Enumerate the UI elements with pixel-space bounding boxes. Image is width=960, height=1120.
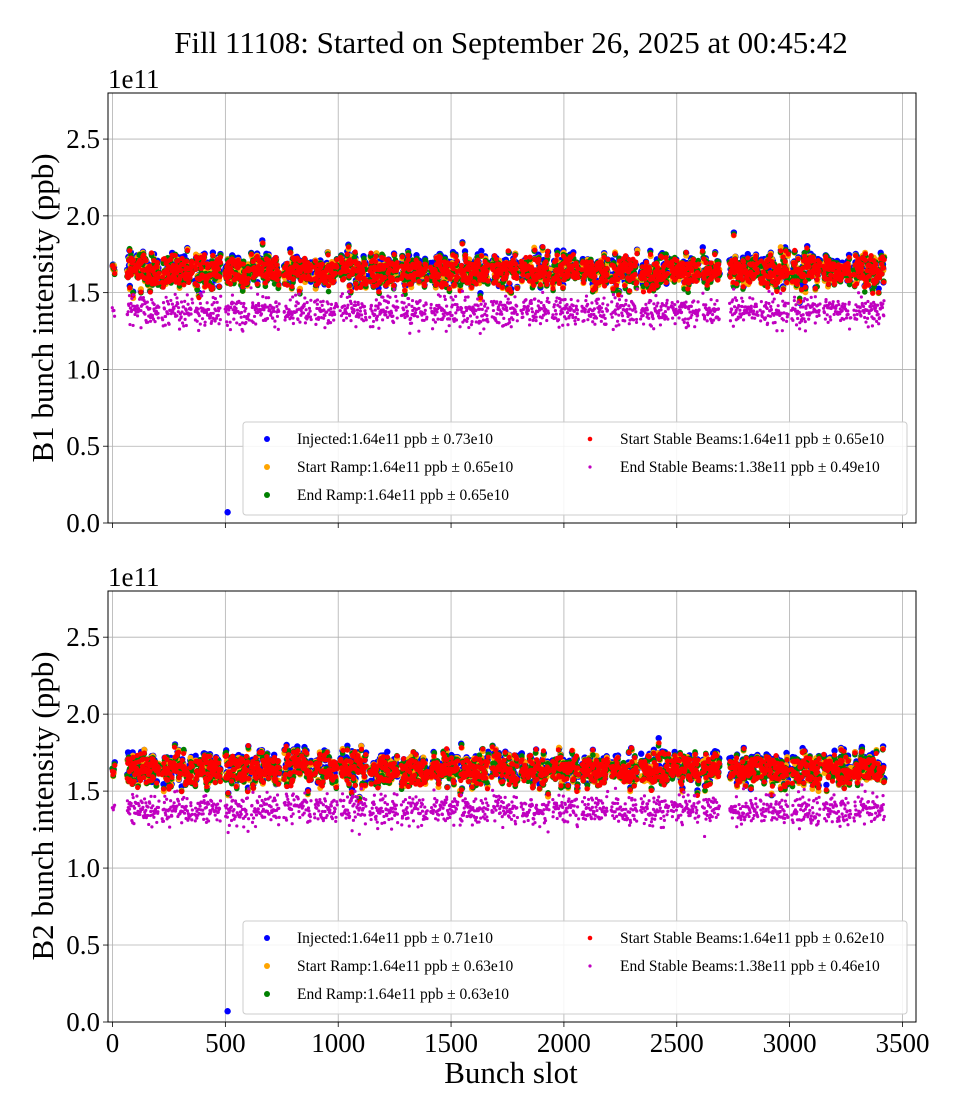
data-point <box>227 281 234 287</box>
data-point <box>254 281 260 287</box>
data-point <box>154 264 160 270</box>
data-point <box>147 263 153 269</box>
y-tick-label: 0.5 <box>66 431 100 461</box>
data-point <box>284 282 290 288</box>
data-point <box>184 258 190 264</box>
data-point <box>215 266 221 272</box>
data-point <box>155 274 161 281</box>
data-point <box>331 278 337 284</box>
data-point <box>154 259 160 265</box>
data-point <box>138 289 144 295</box>
data-point <box>111 265 117 271</box>
data-point-outlier <box>224 509 231 516</box>
data-point <box>274 277 280 283</box>
data-point <box>217 254 224 260</box>
data-point <box>217 259 223 265</box>
data-point <box>325 252 331 258</box>
data-point <box>194 282 200 288</box>
data-point <box>189 258 195 265</box>
data-point <box>193 266 199 272</box>
y-axis-label-b2: B2 bunch intensity (ppb) <box>25 651 60 960</box>
data-point <box>202 284 208 290</box>
scatter-points <box>109 229 888 516</box>
y-axis-label-b1: B1 bunch intensity (ppb) <box>25 153 60 462</box>
data-point <box>181 282 187 288</box>
data-point <box>274 262 280 268</box>
y-tick-label: 2.5 <box>66 124 100 154</box>
data-point <box>127 285 133 291</box>
data-point <box>260 240 266 246</box>
data-point <box>198 265 204 272</box>
y-tick-label: 1.0 <box>66 354 100 384</box>
data-point <box>143 258 149 264</box>
data-point <box>478 247 485 255</box>
data-point <box>186 279 192 285</box>
data-point <box>130 257 137 263</box>
data-point <box>217 274 223 280</box>
data-point <box>112 270 118 277</box>
chart-title: Fill 11108: Started on September 26, 202… <box>174 25 848 60</box>
data-point <box>307 268 313 274</box>
data-point <box>201 252 208 258</box>
data-point <box>210 252 216 258</box>
data-point <box>325 283 332 289</box>
data-point <box>172 252 178 259</box>
data-point <box>148 250 155 256</box>
data-point <box>265 276 271 282</box>
data-point <box>156 270 162 276</box>
data-point <box>273 254 279 261</box>
data-point <box>248 251 255 257</box>
data-point <box>290 276 296 282</box>
data-point <box>276 270 282 276</box>
data-point <box>319 261 325 267</box>
offset-text-top: 1e11 <box>108 64 159 94</box>
data-point <box>216 283 222 290</box>
data-point <box>147 289 153 295</box>
data-point <box>287 250 293 256</box>
data-point <box>325 288 332 295</box>
y-tick-label: 2.0 <box>66 201 100 231</box>
y-tick-label: 0.0 <box>66 508 100 538</box>
x-axis-label: Bunch slot <box>444 1055 578 1090</box>
data-point <box>302 255 308 261</box>
data-point <box>126 248 133 254</box>
data-point <box>861 289 868 295</box>
y-tick-label: 1.5 <box>66 278 100 308</box>
data-point <box>201 256 207 262</box>
data-point <box>289 283 295 290</box>
data-point <box>184 247 191 253</box>
data-point <box>209 284 216 291</box>
data-point <box>284 260 290 267</box>
data-point <box>276 282 282 288</box>
data-point <box>240 261 247 267</box>
offset-text-bottom: 1e11 <box>108 562 159 592</box>
data-point <box>245 275 252 282</box>
data-point <box>178 267 184 273</box>
